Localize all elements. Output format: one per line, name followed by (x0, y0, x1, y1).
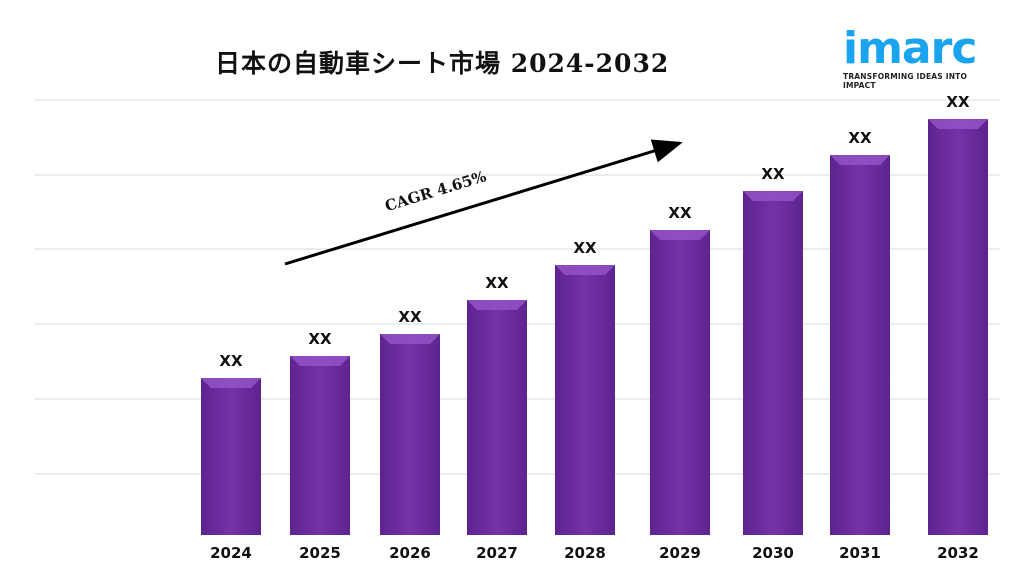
bar-2024 (201, 378, 261, 535)
bar-bevel (380, 334, 440, 344)
data-label: XX (946, 93, 970, 111)
bar-2031 (830, 155, 890, 535)
cagr-arrow (284, 139, 683, 266)
bar-bevel (743, 191, 803, 201)
imarc-logo: imarc TRANSFORMING IDEAS INTO IMPACT (843, 23, 993, 91)
bar-2027 (467, 300, 527, 535)
logo-tagline: TRANSFORMING IDEAS INTO IMPACT (843, 72, 968, 90)
bar-bevel (467, 300, 527, 310)
bar-bevel (555, 265, 615, 275)
bar-bevel (290, 356, 350, 366)
data-label: XX (573, 239, 597, 257)
x-tick-label: 2031 (839, 544, 881, 562)
bar-2030 (743, 191, 803, 535)
bar-2032 (928, 119, 988, 535)
x-tick-label: 2030 (752, 544, 794, 562)
data-label: XX (398, 308, 422, 326)
data-label: XX (485, 274, 509, 292)
bar-2025 (290, 356, 350, 535)
bar-2026 (380, 334, 440, 535)
bar-2029 (650, 230, 710, 535)
bar-bevel (928, 119, 988, 129)
bar-bevel (650, 230, 710, 240)
logo-word: imarc (843, 23, 977, 74)
bar-bevel (830, 155, 890, 165)
x-tick-label: 2026 (389, 544, 431, 562)
x-tick-label: 2027 (476, 544, 518, 562)
data-label: XX (668, 204, 692, 222)
chart-title: 日本の自動車シート市場 2024-2032 (215, 49, 670, 78)
x-tick-label: 2024 (210, 544, 252, 562)
x-tick-label: 2025 (299, 544, 341, 562)
x-tick-label: 2032 (937, 544, 979, 562)
x-tick-label: 2029 (659, 544, 701, 562)
data-label: XX (219, 352, 243, 370)
bar-bevel (201, 378, 261, 388)
data-label: XX (761, 165, 785, 183)
data-label: XX (308, 330, 332, 348)
data-label: XX (848, 129, 872, 147)
bar-2028 (555, 265, 615, 535)
x-tick-label: 2028 (564, 544, 606, 562)
